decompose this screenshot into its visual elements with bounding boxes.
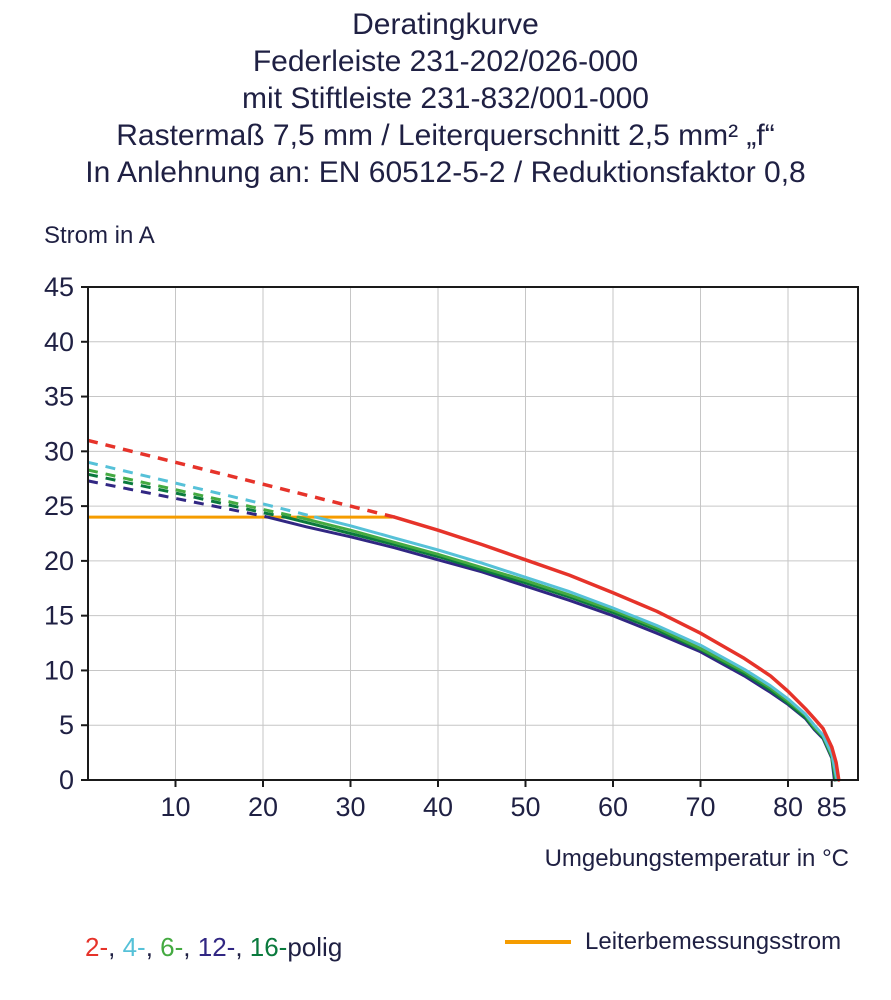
poles-legend: 2-, 4-, 6-, 12-, 16-polig <box>85 932 342 963</box>
series-12-polig-dashed <box>87 479 268 519</box>
y-tick-label: 10 <box>44 655 74 685</box>
x-tick-label: 60 <box>598 792 628 822</box>
series-6-polig-line <box>296 515 838 782</box>
poles-legend-segment: 2- <box>85 932 109 962</box>
series-4-polig-line <box>314 515 839 782</box>
poles-legend-segment: polig <box>287 932 343 962</box>
y-tick-label: 40 <box>44 327 74 357</box>
x-tick-label: 85 <box>817 792 847 822</box>
y-tick-label: 35 <box>44 382 74 412</box>
x-tick-label: 30 <box>335 792 365 822</box>
plot-border <box>87 286 859 781</box>
title-line-2: Federleiste 231-202/026-000 <box>252 45 639 78</box>
rated-current-label: Leiterbemessungsstrom <box>585 928 842 955</box>
rated-current-legend: Leiterbemessungsstrom <box>505 928 841 956</box>
series-2-polig-dashed <box>87 438 395 519</box>
x-tick-label: 40 <box>423 792 453 822</box>
y-tick-label: 0 <box>59 765 74 795</box>
series-16-polig-line <box>283 515 837 782</box>
poles-legend-segment: , <box>145 932 161 962</box>
poles-legend-segment: 6- <box>160 932 184 962</box>
series-4-polig-dashed <box>87 460 316 519</box>
y-tick-label: 5 <box>59 710 74 740</box>
series-6-polig-dashed <box>87 468 299 519</box>
y-tick-label: 25 <box>44 491 74 521</box>
chart-title-block: Deratingkurve Federleiste 231-202/026-00… <box>0 6 891 191</box>
poles-legend-segment: , <box>108 932 123 962</box>
poles-legend-segment: , <box>235 932 250 962</box>
title-line-1: Deratingkurve <box>352 8 539 41</box>
title-line-4: Rastermaß 7,5 mm / Leiterquerschnitt 2,5… <box>116 119 775 152</box>
rated-current-line-swatch <box>505 940 571 944</box>
legend-row: 2-, 4-, 6-, 12-, 16-polig Leiterbemessun… <box>0 928 891 972</box>
x-tick-label: 20 <box>248 792 278 822</box>
derating-line-chart: 10 20 30 40 50 60 70 80 85 0 5 10 15 20 25 30 35 40 45 <box>44 272 859 822</box>
poles-legend-segment: 12- <box>197 932 236 962</box>
series-2-polig-line <box>392 515 841 782</box>
x-axis-title: Umgebungstemperatur in °C <box>544 845 849 872</box>
series-12-polig-line <box>265 515 836 782</box>
x-tick-label: 50 <box>510 792 540 822</box>
title-line-3: mit Stiftleiste 231-832/001-000 <box>242 82 649 115</box>
poles-legend-segment: 4- <box>122 932 146 962</box>
poles-legend-segment: 16- <box>249 932 288 962</box>
y-tick-label: 15 <box>44 601 74 631</box>
y-tick-label: 30 <box>44 436 74 466</box>
title-line-5: In Anlehnung an: EN 60512-5-2 / Reduktio… <box>85 156 806 189</box>
series-16-polig-dashed <box>87 472 286 519</box>
poles-legend-segment: , <box>183 932 198 962</box>
y-tick-label: 45 <box>44 272 74 302</box>
x-tick-label: 80 <box>773 792 803 822</box>
y-axis-title: Strom in A <box>44 222 155 249</box>
y-tick-label: 20 <box>44 546 74 576</box>
x-tick-label: 70 <box>685 792 715 822</box>
x-tick-label: 10 <box>160 792 190 822</box>
